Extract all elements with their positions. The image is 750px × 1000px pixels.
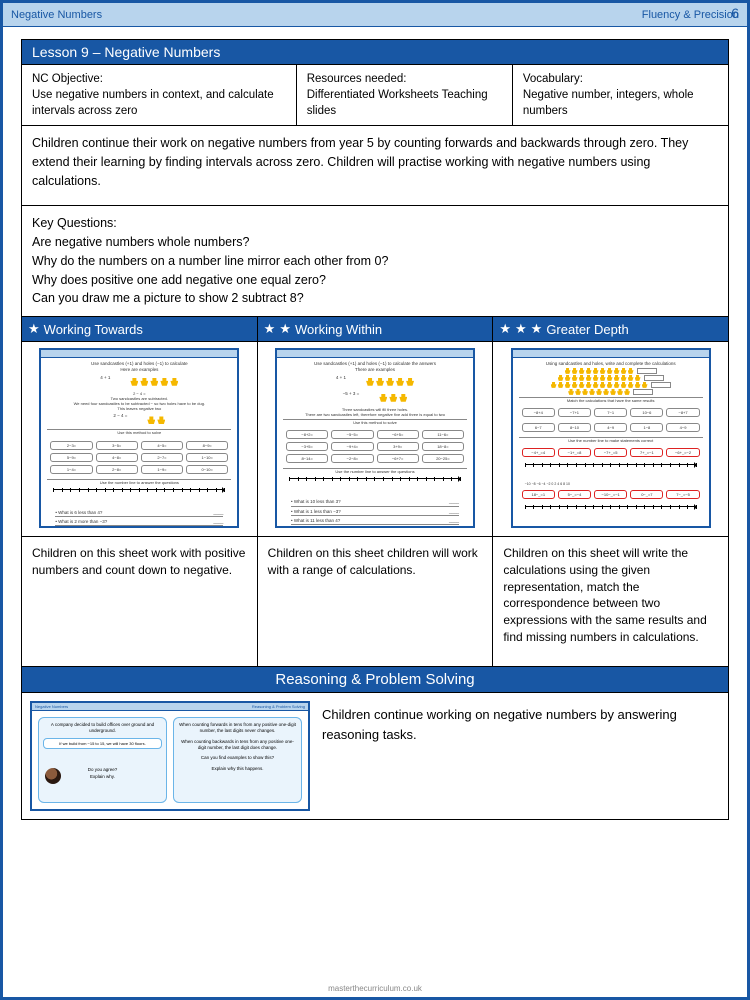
- header-topic: Negative Numbers: [11, 9, 102, 21]
- info-grid: NC Objective: Use negative numbers in co…: [21, 65, 729, 126]
- level2-label: Working Within: [295, 322, 382, 337]
- level-working-within: ★ ★ Working Within: [258, 317, 494, 341]
- star-icon: ★: [28, 321, 40, 337]
- lesson-title: Lesson 9 – Negative Numbers: [21, 39, 729, 65]
- levels-header: ★ Working Towards ★ ★ Working Within ★ ★…: [21, 317, 729, 342]
- resources-text: Differentiated Worksheets Teaching slide…: [307, 87, 502, 119]
- level3-label: Greater Depth: [546, 322, 628, 337]
- level-descriptions: Children on this sheet work with positiv…: [21, 537, 729, 667]
- page-number: 6: [731, 5, 739, 21]
- reasoning-card-2: When counting forwards in tens from any …: [173, 717, 302, 803]
- content-area: Lesson 9 – Negative Numbers NC Objective…: [3, 27, 747, 832]
- worksheet-thumbnail-1: Use sandcastles (+1) and holes (−1) to c…: [39, 348, 239, 528]
- star-icon: ★: [531, 321, 543, 337]
- level-working-towards: ★ Working Towards: [22, 317, 258, 341]
- worksheets-row: Use sandcastles (+1) and holes (−1) to c…: [21, 342, 729, 537]
- reasoning-card-1: A company decided to build offices over …: [38, 717, 167, 803]
- reasoning-thumbnail: Negative NumbersReasoning & Problem Solv…: [30, 701, 310, 811]
- page-header: Negative Numbers Fluency & Precision: [3, 3, 747, 27]
- objective-cell: NC Objective: Use negative numbers in co…: [22, 65, 297, 125]
- level1-label: Working Towards: [44, 322, 143, 337]
- question-1: Are negative numbers whole numbers?: [32, 233, 718, 252]
- reasoning-description: Children continue working on negative nu…: [322, 701, 720, 811]
- question-3: Why does positive one add negative one e…: [32, 271, 718, 290]
- worksheet-cell-3: Using sandcastles and holes, write and c…: [493, 342, 728, 536]
- worksheet-cell-1: Use sandcastles (+1) and holes (−1) to c…: [22, 342, 258, 536]
- header-section: Fluency & Precision: [642, 9, 739, 21]
- vocab-label: Vocabulary:: [523, 71, 718, 87]
- star-icon: ★: [279, 321, 291, 337]
- key-questions: Key Questions: Are negative numbers whol…: [21, 206, 729, 317]
- objective-label: NC Objective:: [32, 71, 286, 87]
- questions-label: Key Questions:: [32, 214, 718, 233]
- star-icon: ★: [499, 321, 511, 337]
- reasoning-title: Reasoning & Problem Solving: [21, 667, 729, 693]
- star-icon: ★: [515, 321, 527, 337]
- worksheet-thumbnail-3: Using sandcastles and holes, write and c…: [511, 348, 711, 528]
- resources-label: Resources needed:: [307, 71, 502, 87]
- desc-level-2: Children on this sheet children will wor…: [258, 537, 494, 666]
- description-box: Children continue their work on negative…: [21, 126, 729, 206]
- desc-level-1: Children on this sheet work with positiv…: [22, 537, 258, 666]
- question-4: Can you draw me a picture to show 2 subt…: [32, 289, 718, 308]
- level-greater-depth: ★ ★ ★ Greater Depth: [493, 317, 728, 341]
- star-icon: ★: [264, 321, 276, 337]
- avatar-icon: [45, 768, 61, 784]
- question-2: Why do the numbers on a number line mirr…: [32, 252, 718, 271]
- reasoning-row: Negative NumbersReasoning & Problem Solv…: [21, 693, 729, 820]
- worksheet-thumbnail-2: Use sandcastles (+1) and holes (−1) to c…: [275, 348, 475, 528]
- lesson-plan-page: Negative Numbers Fluency & Precision 6 L…: [0, 0, 750, 1000]
- page-footer: masterthecurriculum.co.uk: [3, 984, 747, 993]
- vocab-text: Negative number, integers, whole numbers: [523, 87, 718, 119]
- worksheet-cell-2: Use sandcastles (+1) and holes (−1) to c…: [258, 342, 494, 536]
- desc-level-3: Children on this sheet will write the ca…: [493, 537, 728, 666]
- resources-cell: Resources needed: Differentiated Workshe…: [297, 65, 513, 125]
- objective-text: Use negative numbers in context, and cal…: [32, 87, 286, 119]
- vocab-cell: Vocabulary: Negative number, integers, w…: [513, 65, 728, 125]
